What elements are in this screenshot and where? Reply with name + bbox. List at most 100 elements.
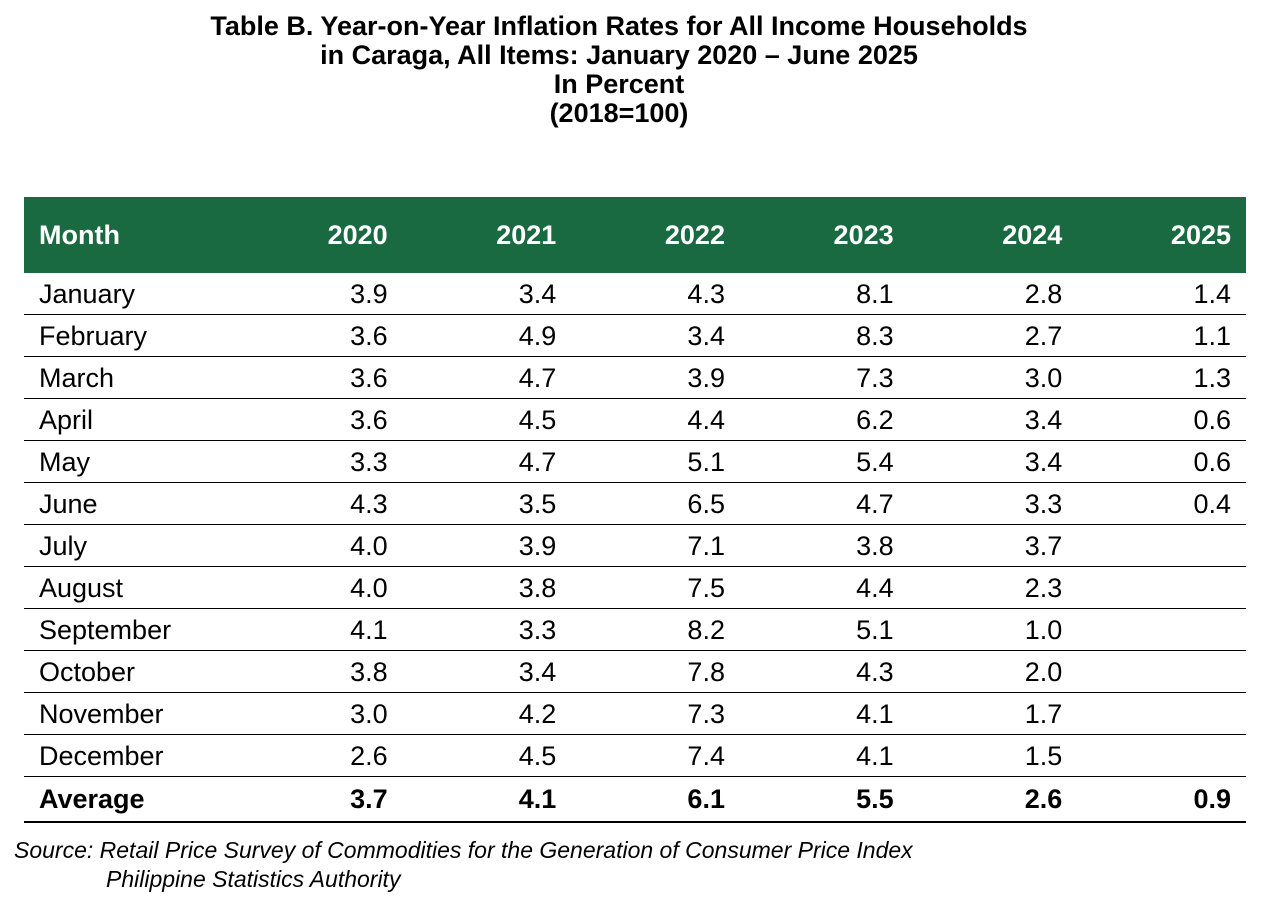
value-cell: 2.8 — [908, 273, 1078, 315]
value-cell: 1.1 — [1077, 314, 1246, 357]
column-header-2020: 2020 — [234, 197, 403, 273]
average-cell: 5.5 — [739, 776, 909, 823]
title-line-4: (2018=100) — [549, 98, 689, 128]
value-cell: 4.1 — [234, 608, 403, 651]
value-cell: 6.2 — [739, 398, 909, 441]
value-cell: 4.7 — [402, 356, 572, 399]
value-cell: 0.6 — [1077, 440, 1246, 483]
table-body: January 3.9 3.4 4.3 8.1 2.8 1.4 February 3.6 4.9 3… — [24, 273, 1246, 823]
table-row: August 4.0 3.8 7.5 4.4 2.3 — [24, 566, 1246, 609]
table-row: March 3.6 4.7 3.9 7.3 3.0 1.3 — [24, 356, 1246, 399]
value-cell: 3.4 — [908, 398, 1078, 441]
value-cell: 3.0 — [234, 692, 403, 735]
value-cell: 2.0 — [908, 650, 1078, 693]
header-row: Month 2020 2021 2022 2023 2024 2025 — [24, 197, 1246, 273]
month-cell: April — [24, 398, 234, 441]
value-cell: 3.3 — [234, 440, 403, 483]
value-cell: 3.3 — [908, 482, 1078, 525]
month-cell: January — [24, 273, 234, 315]
value-cell: 0.6 — [1077, 398, 1246, 441]
value-cell — [1077, 608, 1246, 651]
month-cell: May — [24, 440, 234, 483]
value-cell: 7.1 — [571, 524, 740, 567]
table-row: April 3.6 4.5 4.4 6.2 3.4 0.6 — [24, 398, 1246, 441]
table-row: October 3.8 3.4 7.8 4.3 2.0 — [24, 650, 1246, 693]
month-cell: October — [24, 650, 234, 693]
value-cell — [1077, 650, 1246, 693]
average-cell: 0.9 — [1077, 776, 1246, 823]
value-cell — [1077, 524, 1246, 567]
source-note: Source: Retail Price Survey of Commoditi… — [14, 836, 913, 894]
value-cell: 4.3 — [571, 273, 740, 315]
table-row: June 4.3 3.5 6.5 4.7 3.3 0.4 — [24, 482, 1246, 525]
month-cell: August — [24, 566, 234, 609]
value-cell — [1077, 734, 1246, 777]
table-row: February 3.6 4.9 3.4 8.3 2.7 1.1 — [24, 314, 1246, 357]
value-cell: 4.3 — [739, 650, 909, 693]
value-cell: 6.5 — [571, 482, 740, 525]
value-cell: 7.8 — [571, 650, 740, 693]
title-line-2: in Caraga, All Items: January 2020 – Jun… — [320, 40, 918, 70]
source-line-1: Source: Retail Price Survey of Commoditi… — [14, 837, 913, 863]
value-cell: 4.1 — [739, 734, 909, 777]
value-cell — [1077, 566, 1246, 609]
value-cell: 1.7 — [908, 692, 1078, 735]
value-cell: 3.6 — [234, 314, 403, 357]
value-cell: 5.1 — [571, 440, 740, 483]
value-cell: 3.8 — [234, 650, 403, 693]
value-cell — [1077, 692, 1246, 735]
column-header-2023: 2023 — [739, 197, 909, 273]
value-cell: 4.0 — [234, 566, 403, 609]
value-cell: 4.5 — [402, 398, 572, 441]
source-line-2: Philippine Statistics Authority — [106, 866, 401, 892]
value-cell: 7.5 — [571, 566, 740, 609]
value-cell: 3.4 — [571, 314, 740, 357]
month-cell: December — [24, 734, 234, 777]
value-cell: 1.3 — [1077, 356, 1246, 399]
value-cell: 0.4 — [1077, 482, 1246, 525]
value-cell: 3.5 — [402, 482, 572, 525]
value-cell: 3.0 — [908, 356, 1078, 399]
value-cell: 8.3 — [739, 314, 909, 357]
average-cell: 2.6 — [908, 776, 1078, 823]
value-cell: 3.3 — [402, 608, 572, 651]
value-cell: 3.4 — [908, 440, 1078, 483]
value-cell: 4.9 — [402, 314, 572, 357]
value-cell: 4.1 — [739, 692, 909, 735]
value-cell: 3.9 — [571, 356, 740, 399]
average-cell: 4.1 — [402, 776, 572, 823]
column-header-2021: 2021 — [402, 197, 572, 273]
month-cell: September — [24, 608, 234, 651]
average-cell: 6.1 — [571, 776, 740, 823]
value-cell: 1.0 — [908, 608, 1078, 651]
value-cell: 3.6 — [234, 398, 403, 441]
table-row: September 4.1 3.3 8.2 5.1 1.0 — [24, 608, 1246, 651]
column-header-month: Month — [24, 197, 234, 273]
value-cell: 1.5 — [908, 734, 1078, 777]
value-cell: 3.9 — [234, 273, 403, 315]
value-cell: 3.6 — [234, 356, 403, 399]
column-header-2025: 2025 — [1077, 197, 1246, 273]
value-cell: 3.4 — [402, 650, 572, 693]
value-cell: 4.3 — [234, 482, 403, 525]
value-cell: 4.4 — [739, 566, 909, 609]
table-row: November 3.0 4.2 7.3 4.1 1.7 — [24, 692, 1246, 735]
title-line-1: Table B. Year-on-Year Inflation Rates fo… — [210, 11, 1028, 41]
value-cell: 2.3 — [908, 566, 1078, 609]
average-label: Average — [24, 776, 234, 823]
value-cell: 2.6 — [234, 734, 403, 777]
value-cell: 3.8 — [739, 524, 909, 567]
value-cell: 4.5 — [402, 734, 572, 777]
table-row: July 4.0 3.9 7.1 3.8 3.7 — [24, 524, 1246, 567]
value-cell: 5.4 — [739, 440, 909, 483]
table-row: May 3.3 4.7 5.1 5.4 3.4 0.6 — [24, 440, 1246, 483]
value-cell: 3.7 — [908, 524, 1078, 567]
value-cell: 3.9 — [402, 524, 572, 567]
value-cell: 8.1 — [739, 273, 909, 315]
month-cell: July — [24, 524, 234, 567]
month-cell: February — [24, 314, 234, 357]
average-cell: 3.7 — [234, 776, 403, 823]
table-row: January 3.9 3.4 4.3 8.1 2.8 1.4 — [24, 273, 1246, 315]
value-cell: 2.7 — [908, 314, 1078, 357]
average-row: Average 3.7 4.1 6.1 5.5 2.6 0.9 — [24, 776, 1246, 823]
